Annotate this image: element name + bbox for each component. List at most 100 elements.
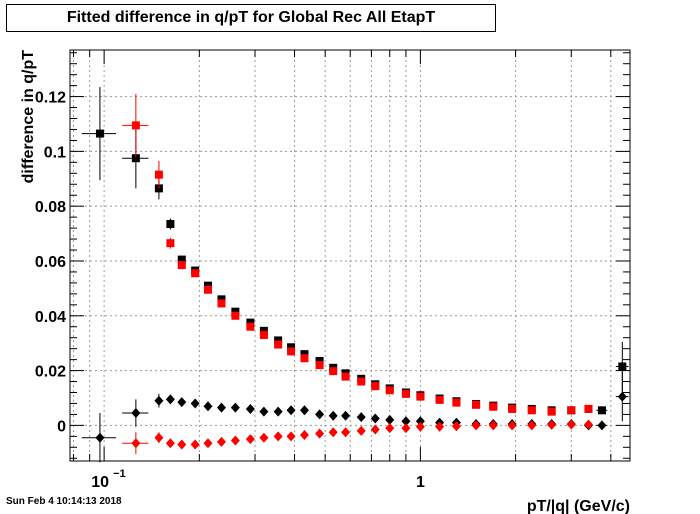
data-point [131,154,140,163]
data-point [230,435,240,446]
data-point [246,322,255,331]
data-point [356,412,366,423]
data-series [81,86,629,415]
data-point [566,419,576,430]
data-point [177,439,187,450]
data-point [154,395,164,406]
data-point [527,420,537,431]
y-axis-title: difference in q/pT [20,50,37,184]
data-point [341,410,351,421]
x-axis-title: pT/|q| (GeV/c) [527,498,630,514]
data-points [81,86,629,463]
data-point [452,398,461,407]
data-point [177,397,187,408]
data-point [216,402,226,413]
y-tick-label: 0.02 [35,364,66,381]
data-point [190,398,200,409]
data-point [416,392,425,401]
data-point [583,419,593,430]
data-point [286,431,296,442]
data-point [508,404,517,413]
data-point [299,429,309,440]
y-tick-label: 0.12 [35,90,66,107]
data-point [95,129,104,138]
data-point [131,438,141,449]
data-point [217,295,226,304]
data-point [356,425,366,436]
data-series [122,419,593,455]
data-point [489,402,498,411]
data-point [315,361,324,370]
data-point [231,311,240,320]
data-point [341,427,351,438]
y-tick-label: 0.04 [35,309,66,326]
data-point [547,407,556,416]
data-point [415,416,425,427]
data-point [385,414,395,425]
data-point [203,438,213,449]
data-point [166,239,175,248]
data-point [451,421,461,432]
data-point [191,269,200,278]
data-point [597,420,607,431]
x-tick-label: 10 [91,474,109,491]
data-point [584,404,593,413]
data-point [341,372,350,381]
data-point [217,299,226,308]
data-point [287,347,296,356]
data-point [507,420,517,431]
data-point [259,326,268,335]
y-tick-label: 0.08 [35,199,66,216]
y-tick-label: 0 [57,418,66,435]
data-point [166,219,175,228]
data-point [131,121,140,130]
data-series [122,93,593,416]
data-point [154,432,164,443]
data-point [300,350,309,359]
data-point [177,255,186,264]
data-point [274,340,283,349]
data-point [259,432,269,443]
chart-title: Fitted difference in q/pT for Global Rec… [6,4,496,32]
data-point [328,427,338,438]
data-point [203,285,212,294]
data-point [245,434,255,445]
data-point [203,401,213,412]
grid-lines [70,50,630,461]
data-point [328,410,338,421]
data-point [401,416,411,427]
data-point [300,354,309,363]
data-point [370,413,380,424]
data-point [435,395,444,404]
data-point [597,406,606,415]
data-point [385,386,394,395]
data-point [299,405,309,416]
data-point [203,281,212,290]
data-point [567,406,576,415]
timestamp: Sun Feb 4 10:14:13 2018 [6,496,122,507]
data-point [315,428,325,439]
data-point [131,408,141,419]
data-point [230,402,240,413]
data-point [357,377,366,386]
data-point [231,307,240,316]
data-point [315,356,324,365]
data-point [259,406,269,417]
data-point [154,170,163,179]
data-point [190,439,200,450]
data-point [95,432,105,443]
tick-labels: 0 0.02 0.04 0.06 0.08 0.1 0.12 10 −1 1 [35,90,425,491]
data-point [472,400,481,409]
data-point [286,405,296,416]
data-point [371,382,380,391]
data-point [385,423,395,434]
data-point [216,436,226,447]
data-point [401,389,410,398]
data-point [245,403,255,414]
data-point [274,336,283,345]
data-point [401,423,411,434]
data-point [315,409,325,420]
data-point [547,419,557,430]
y-tick-label: 0.1 [44,144,66,161]
